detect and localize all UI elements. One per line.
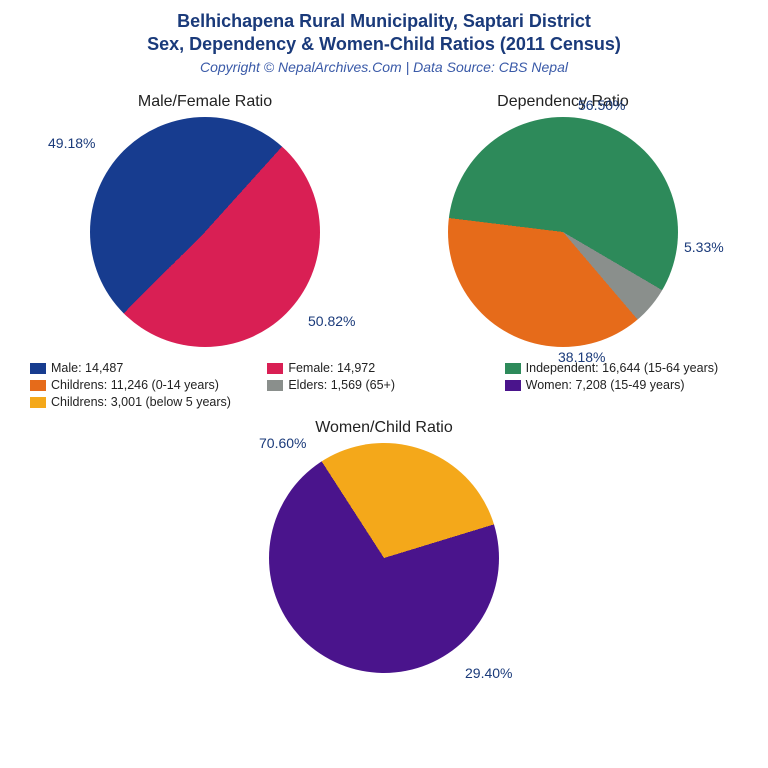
title-line-2: Sex, Dependency & Women-Child Ratios (20… — [147, 34, 621, 54]
chart-women-child: Women/Child Ratio 70.60%29.40% — [214, 419, 554, 673]
pie-male-female — [90, 117, 320, 347]
chart-dependency: Dependency Ratio 56.50%5.33%38.18% — [393, 93, 733, 347]
subtitle: Copyright © NepalArchives.Com | Data Sou… — [0, 59, 768, 75]
chart-title: Male/Female Ratio — [35, 93, 375, 111]
chart-title: Dependency Ratio — [393, 93, 733, 111]
chart-male-female: Male/Female Ratio 49.18%50.82% — [35, 93, 375, 347]
page-title: Belhichapena Rural Municipality, Saptari… — [0, 0, 768, 55]
legend-swatch — [505, 363, 521, 374]
charts-row-top: Male/Female Ratio 49.18%50.82% Dependenc… — [0, 93, 768, 347]
pie-dependency — [448, 117, 678, 347]
title-line-1: Belhichapena Rural Municipality, Saptari… — [177, 11, 591, 31]
slice-label: 70.60% — [259, 435, 306, 451]
legend-text: Childrens: 11,246 (0-14 years) — [51, 378, 219, 392]
legend-item: Childrens: 11,246 (0-14 years) — [30, 378, 263, 392]
pie-wrap-3: 70.60%29.40% — [269, 443, 499, 673]
legend-item: Independent: 16,644 (15-64 years) — [505, 361, 738, 375]
slice-label: 38.18% — [558, 349, 605, 365]
legend-text: Male: 14,487 — [51, 361, 123, 375]
legend-text: Elders: 1,569 (65+) — [288, 378, 395, 392]
legend-swatch — [505, 380, 521, 391]
legend-item: Male: 14,487 — [30, 361, 263, 375]
legend-item: Female: 14,972 — [267, 361, 500, 375]
slice-label: 50.82% — [308, 313, 355, 329]
slice-label: 29.40% — [465, 665, 512, 681]
legend-text: Childrens: 3,001 (below 5 years) — [51, 395, 231, 409]
slice-label: 56.50% — [578, 97, 625, 113]
legend-swatch — [267, 363, 283, 374]
slice-label: 5.33% — [684, 239, 724, 255]
legend-swatch — [30, 363, 46, 374]
legend-swatch — [30, 380, 46, 391]
legend-swatch — [267, 380, 283, 391]
legend-item: Childrens: 3,001 (below 5 years) — [30, 395, 263, 409]
legend-text: Independent: 16,644 (15-64 years) — [526, 361, 719, 375]
legend-text: Female: 14,972 — [288, 361, 375, 375]
legend-text: Women: 7,208 (15-49 years) — [526, 378, 685, 392]
legend-item: Women: 7,208 (15-49 years) — [505, 378, 738, 392]
slice-label: 49.18% — [48, 135, 95, 151]
pie-wrap-1: 49.18%50.82% — [90, 117, 320, 347]
pie-women-child — [269, 443, 499, 673]
legend-item: Elders: 1,569 (65+) — [267, 378, 500, 392]
pie-wrap-2: 56.50%5.33%38.18% — [448, 117, 678, 347]
legend: Male: 14,487 Female: 14,972 Independent: 1… — [30, 361, 738, 409]
legend-swatch — [30, 397, 46, 408]
